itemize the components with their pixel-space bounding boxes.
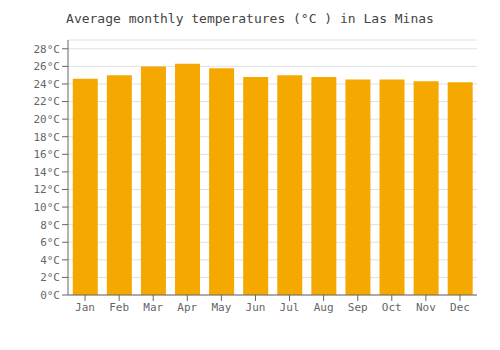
svg-text:Dec: Dec: [450, 301, 470, 314]
svg-text:14°C: 14°C: [34, 166, 61, 179]
svg-text:Feb: Feb: [109, 301, 129, 314]
svg-text:2°C: 2°C: [40, 271, 60, 284]
svg-text:Jul: Jul: [280, 301, 300, 314]
svg-text:Apr: Apr: [177, 301, 197, 314]
svg-text:26°C: 26°C: [34, 60, 61, 73]
svg-text:Sep: Sep: [348, 301, 368, 314]
svg-text:20°C: 20°C: [34, 113, 61, 126]
svg-text:8°C: 8°C: [40, 219, 60, 232]
svg-text:18°C: 18°C: [34, 131, 61, 144]
svg-text:28°C: 28°C: [34, 43, 61, 56]
html-text:Average monthly temperatures (: Average monthly temperatures (°C ) in La…: [66, 11, 434, 26]
svg-text:Oct: Oct: [382, 301, 402, 314]
svg-text:4°C: 4°C: [40, 254, 60, 267]
svg-text:16°C: 16°C: [34, 148, 61, 161]
svg-text:Jun: Jun: [246, 301, 266, 314]
svg-text:Jan: Jan: [75, 301, 95, 314]
svg-text:Nov: Nov: [416, 301, 436, 314]
svg-text:6°C: 6°C: [40, 236, 60, 249]
svg-text:Aug: Aug: [314, 301, 334, 314]
svg-text:10°C: 10°C: [34, 201, 61, 214]
svg-text:12°C: 12°C: [34, 183, 61, 196]
svg-text:May: May: [211, 301, 231, 314]
svg-text:0°C: 0°C: [40, 289, 60, 302]
svg-text:24°C: 24°C: [34, 78, 61, 91]
svg-text:Mar: Mar: [143, 301, 163, 314]
svg-text:22°C: 22°C: [34, 95, 61, 108]
